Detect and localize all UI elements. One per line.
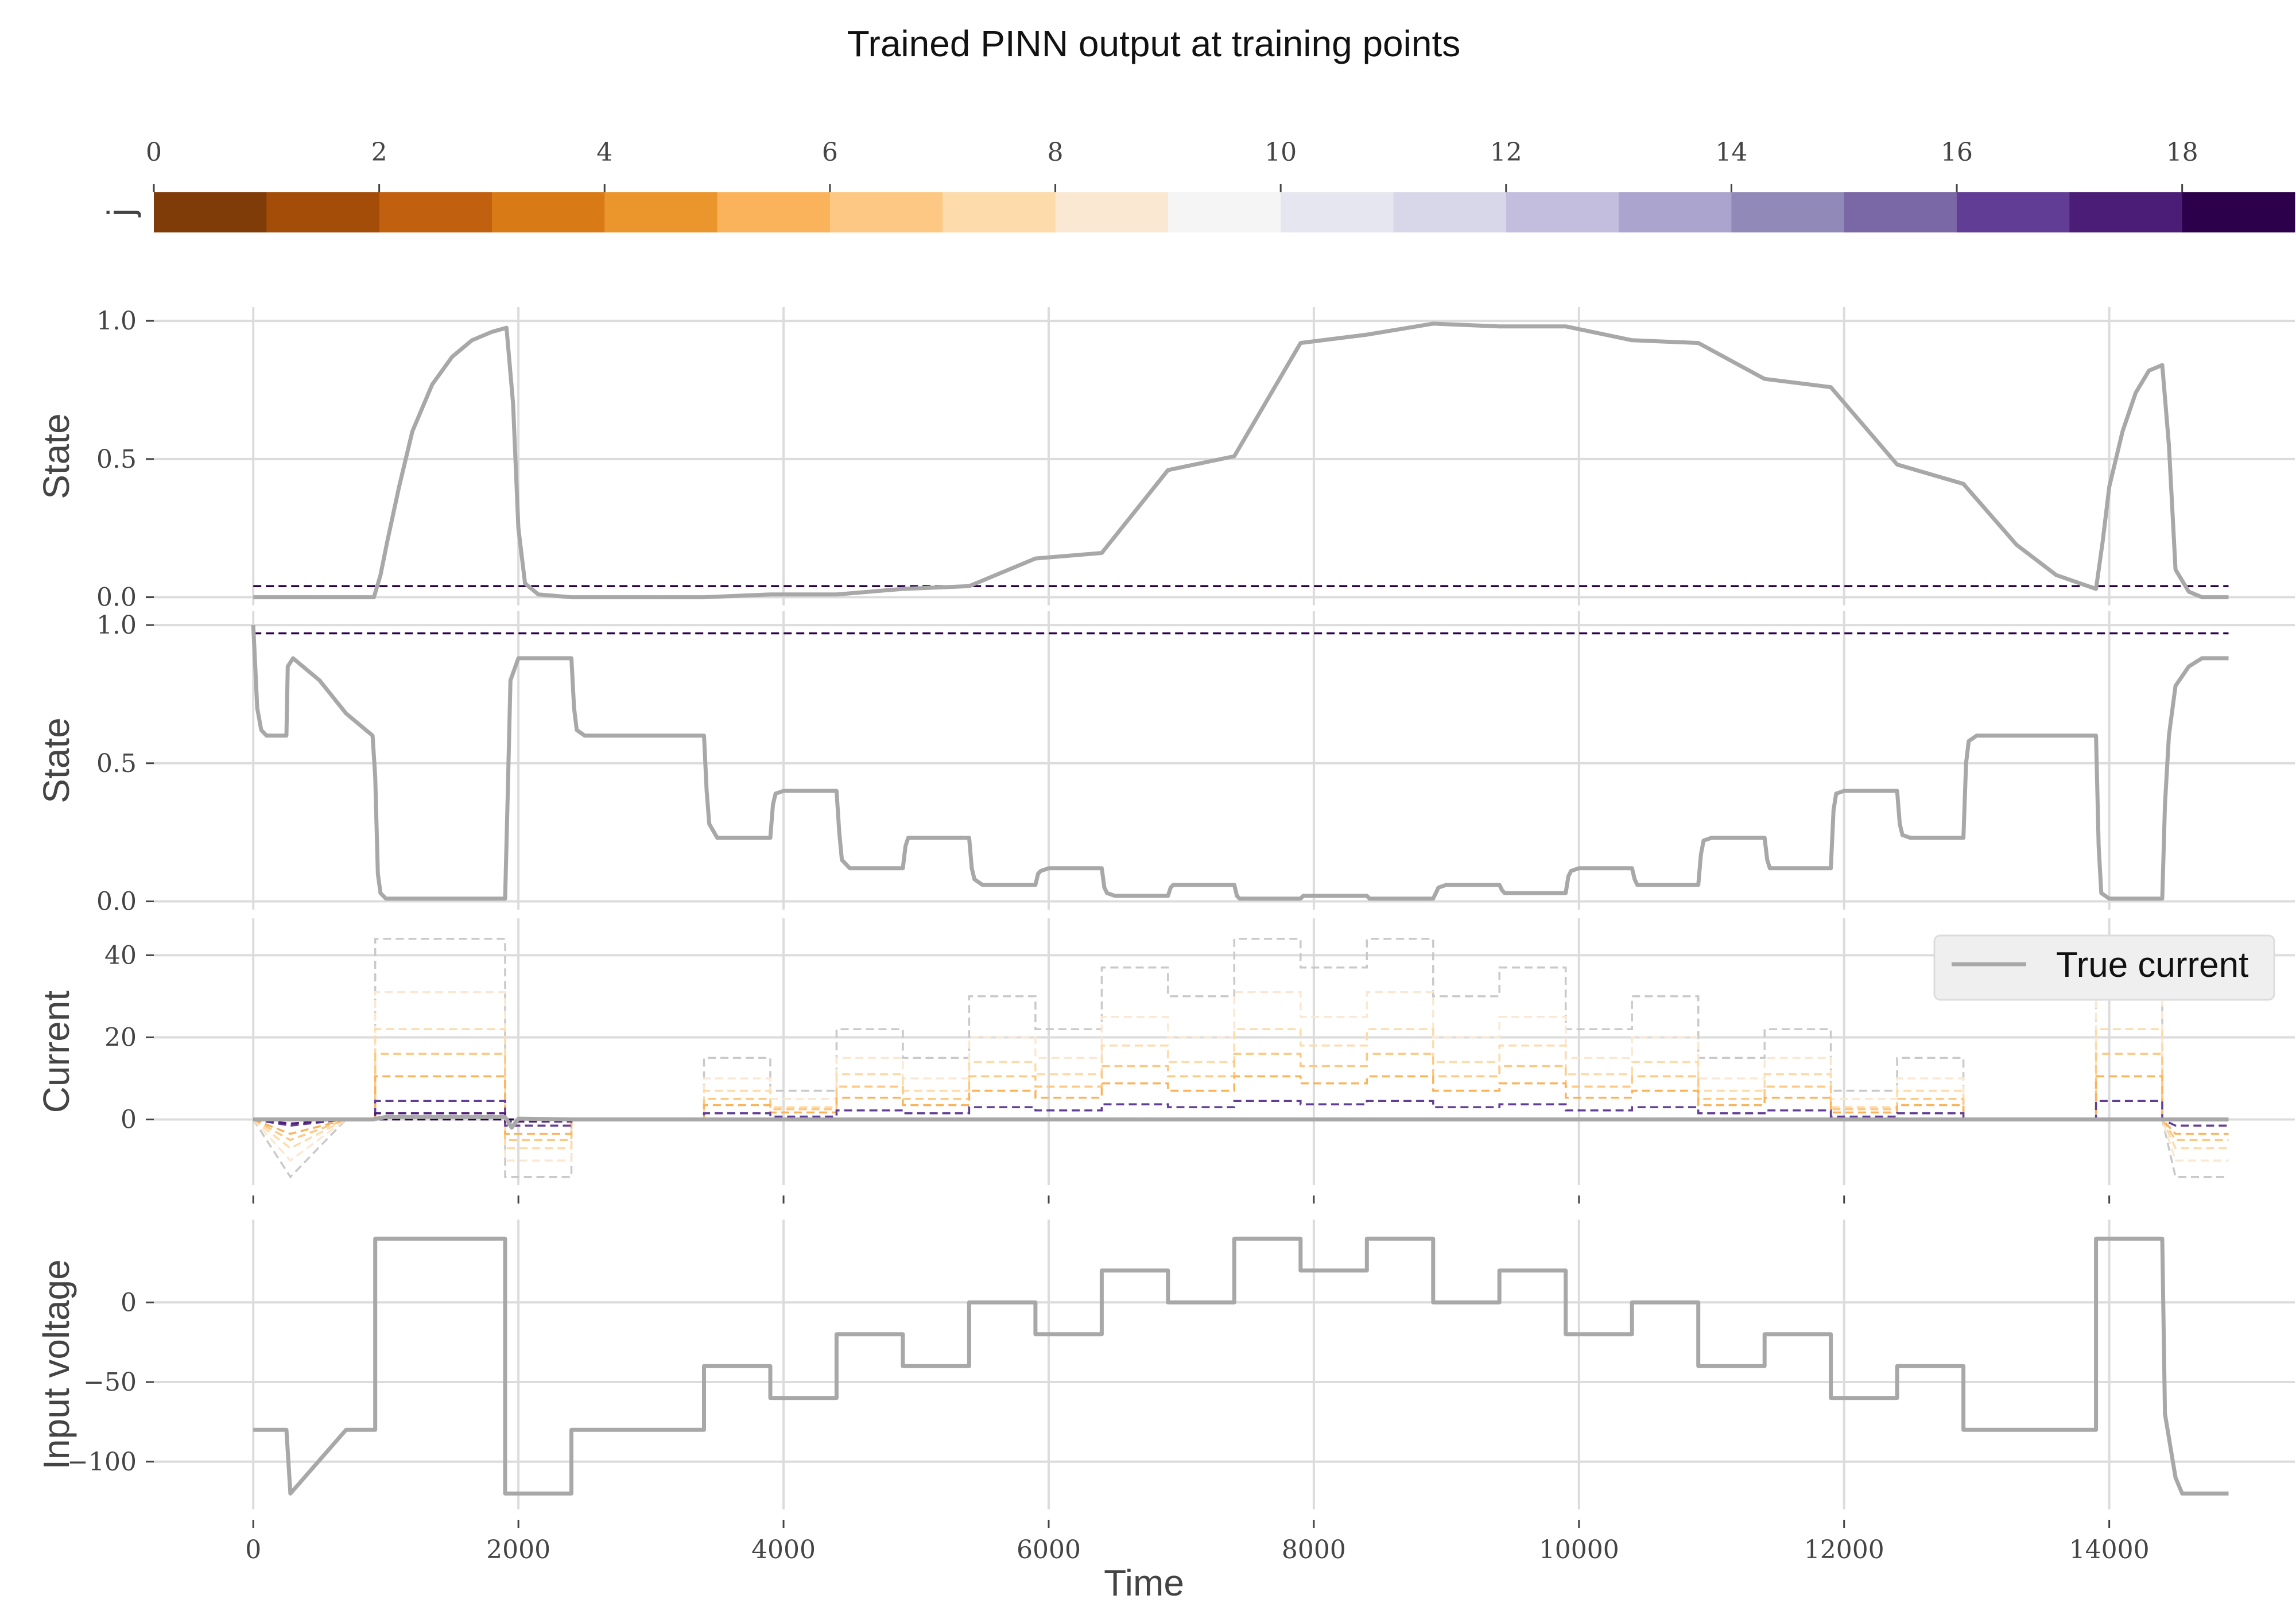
- colorbar-label: j: [100, 208, 141, 218]
- x-axis-label: Time: [1104, 1562, 1184, 1604]
- colorbar-cell-6: [829, 192, 943, 232]
- x-tick-label: 0: [245, 1535, 261, 1565]
- figure-title: Trained PINN output at training points: [847, 23, 1460, 64]
- state-panel-2: 0.0 0.5 1.0 State: [36, 611, 2295, 928]
- y-tick-label: 20: [104, 1023, 137, 1052]
- colorbar-cell-4: [604, 192, 718, 232]
- y-tick-label: 0.5: [96, 445, 137, 474]
- y-tick-label: 1.0: [96, 611, 137, 640]
- y-tick-label: 0: [121, 1288, 137, 1317]
- pinn-series-j8: [252, 991, 2229, 1162]
- colorbar-cell-9: [1168, 192, 1281, 232]
- legend-frame: [1933, 934, 2275, 1001]
- x-tick-label: 14000: [2069, 1535, 2150, 1565]
- colorbar-tick-label: 18: [2166, 138, 2198, 167]
- state-panel-1: 0.0 0.5 1.0 State: [36, 306, 2295, 624]
- y-tick-label: 0: [121, 1105, 137, 1135]
- x-tick-label: 8000: [1282, 1535, 1346, 1565]
- colorbar-cell-13: [1619, 192, 1732, 232]
- colorbar-cell-7: [943, 192, 1056, 232]
- colorbar-cell-0: [154, 192, 267, 232]
- colorbar-cell-2: [379, 192, 492, 232]
- pinn-series-j6: [253, 1053, 2229, 1142]
- colorbar-tick-label: 12: [1490, 138, 1522, 167]
- colorbar-tick-label: 10: [1265, 138, 1297, 167]
- subplots: 0.0 0.5 1.0 State 0.0 0.5 1.0 State 0 20 40 Current…: [36, 306, 2295, 1604]
- colorbar-cell-16: [1957, 192, 2070, 232]
- colorbar-tick-label: 4: [596, 138, 612, 167]
- y-axis-label: State: [36, 717, 77, 803]
- colorbar-cell-15: [1844, 192, 1957, 232]
- x-tick-label: 2000: [486, 1535, 550, 1565]
- y-tick-label: −50: [83, 1368, 137, 1397]
- colorbar-tick-label: 0: [146, 138, 162, 167]
- true-series-line: [253, 321, 2229, 600]
- colorbar-cell-5: [717, 192, 831, 232]
- pinn-series-j7: [253, 1028, 2229, 1150]
- y-axis-label: Input voltage: [36, 1259, 77, 1470]
- y-tick-label: 0.0: [96, 583, 137, 612]
- colorbar-cell-3: [491, 192, 605, 232]
- colorbar-cell-8: [1055, 192, 1169, 232]
- y-tick-label: 0.0: [96, 887, 137, 917]
- colorbar-cell-1: [266, 192, 380, 232]
- x-tick-label: 6000: [1017, 1535, 1081, 1565]
- true-series-line: [253, 1115, 2229, 1130]
- colorbar-tick-label: 2: [371, 138, 387, 167]
- colorbar-cell-18: [2182, 192, 2295, 232]
- y-tick-label: 1.0: [96, 306, 137, 336]
- x-tick-label: 10000: [1539, 1535, 1619, 1565]
- y-tick-label: 0.5: [96, 749, 137, 778]
- colorbar-cell-17: [2069, 192, 2183, 232]
- colorbar-tick-label: 6: [822, 138, 838, 167]
- pinn-series-j16: [253, 1100, 2229, 1127]
- colorbar-tick-label: 16: [1941, 138, 1973, 167]
- true-series-line: [251, 624, 2229, 901]
- x-tick-label: 12000: [1804, 1535, 1884, 1565]
- current-panel: 0 20 40 Current: [36, 918, 2295, 1204]
- y-tick-label: 40: [104, 941, 137, 970]
- colorbar-cell-12: [1506, 192, 1619, 232]
- colorbar-cell-10: [1281, 192, 1394, 232]
- legend-label-true-current: True current: [2056, 945, 2248, 985]
- colorbar-cell-14: [1731, 192, 1845, 232]
- input-voltage-panel: −100 −50 0 Input voltage 0 2000 4000 6000 8000 10…: [36, 1220, 2295, 1604]
- y-axis-label: State: [36, 413, 77, 499]
- colorbar: 0 2 4 6 8 10 12 14 16 18 j: [100, 138, 2295, 232]
- pinn-series-j5: [253, 1075, 2229, 1135]
- y-tick-label: −100: [67, 1447, 137, 1477]
- colorbar-tick-label: 14: [1715, 138, 1747, 167]
- colorbar-tick-label: 8: [1048, 138, 1064, 167]
- x-tick-label: 4000: [751, 1535, 816, 1565]
- y-axis-label: Current: [36, 991, 77, 1113]
- pinn-series-j9: [252, 938, 2229, 1179]
- legend: True current: [1933, 934, 2275, 1001]
- true-series-line: [253, 1236, 2229, 1496]
- colorbar-cell-11: [1393, 192, 1507, 232]
